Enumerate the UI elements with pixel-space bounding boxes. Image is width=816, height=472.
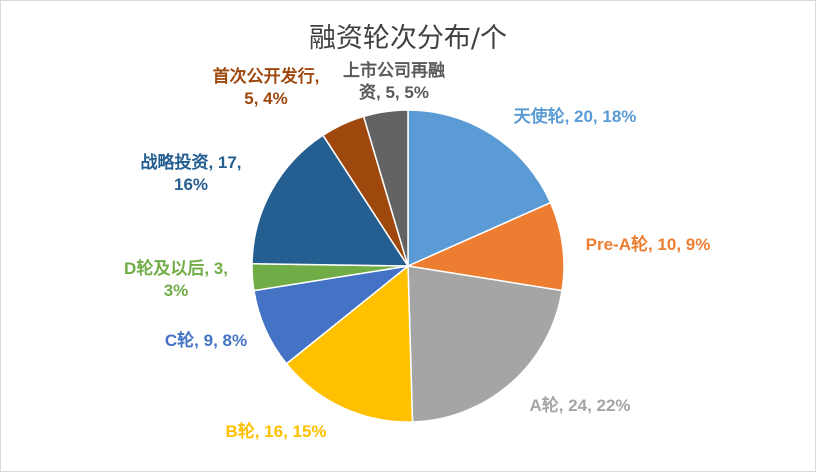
data-label-0: 天使轮, 20, 18% — [514, 106, 637, 126]
pie-slice-3 — [285, 264, 414, 423]
data-label-5: D轮及以后, 3, 3% — [124, 258, 228, 300]
pie-slice-2 — [407, 265, 563, 423]
data-label-1: Pre-A轮, 10, 9% — [586, 234, 711, 254]
data-label-8: 上市公司再融资, 5, 5% — [343, 60, 445, 102]
data-label-3: B轮, 16, 15% — [225, 421, 326, 441]
pie-slice-1 — [405, 201, 565, 292]
data-label-7: 首次公开发行, 5, 4% — [213, 66, 320, 108]
data-label-6: 战略投资, 17, 16% — [140, 152, 241, 194]
pie-slice-6 — [251, 134, 410, 267]
data-label-4: C轮, 9, 8% — [165, 330, 247, 350]
pie-slice-0 — [407, 109, 552, 268]
pie-slice-8 — [362, 109, 409, 267]
data-label-2: A轮, 24, 22% — [529, 395, 630, 415]
chart-title: 融资轮次分布/个 — [309, 23, 507, 54]
